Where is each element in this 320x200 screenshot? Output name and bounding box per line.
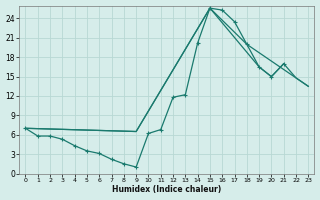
X-axis label: Humidex (Indice chaleur): Humidex (Indice chaleur) <box>112 185 221 194</box>
